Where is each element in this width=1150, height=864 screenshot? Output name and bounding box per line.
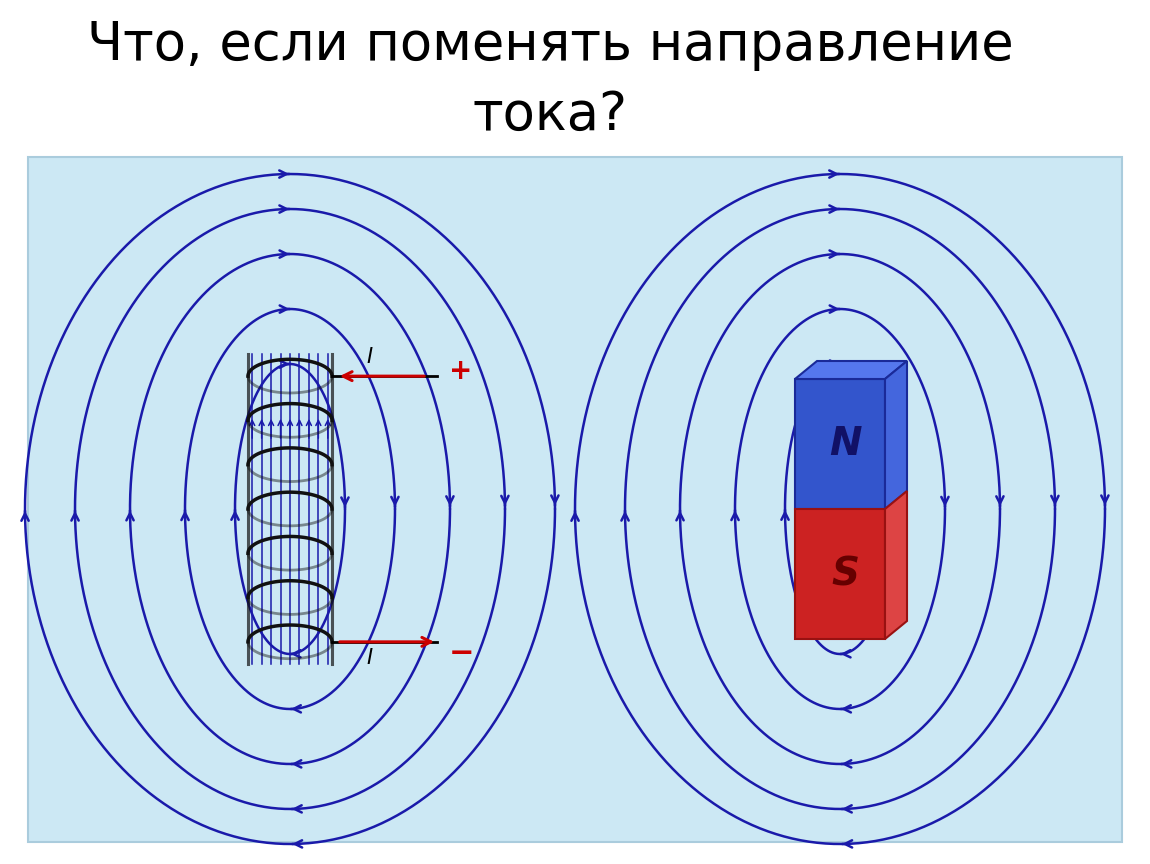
Text: −: − (448, 639, 475, 669)
Polygon shape (795, 361, 907, 379)
Text: тока?: тока? (473, 89, 628, 141)
Text: $I$: $I$ (366, 648, 374, 668)
Polygon shape (795, 509, 886, 639)
Polygon shape (795, 379, 886, 509)
Polygon shape (886, 491, 907, 639)
Polygon shape (886, 361, 907, 509)
Text: +: + (448, 357, 473, 385)
Text: S: S (831, 555, 859, 593)
FancyBboxPatch shape (28, 157, 1122, 842)
Text: $I$: $I$ (366, 347, 374, 367)
Text: Что, если поменять направление: Что, если поменять направление (86, 19, 1013, 71)
Text: N: N (829, 425, 861, 463)
